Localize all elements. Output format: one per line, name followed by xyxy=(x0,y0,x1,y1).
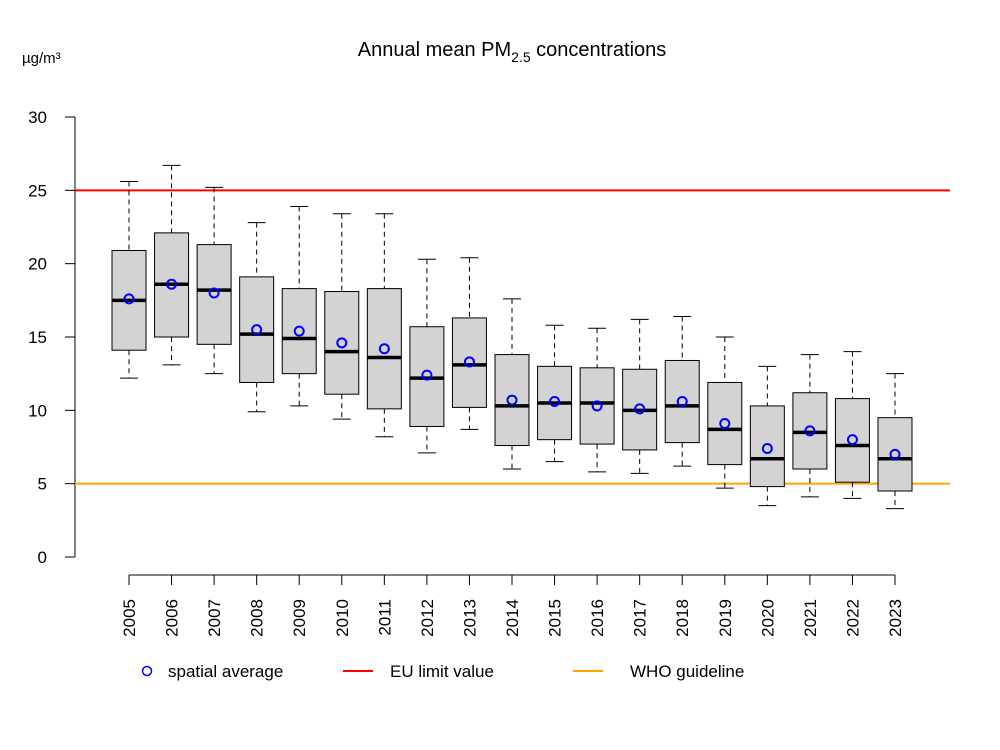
x-tick-label: 2005 xyxy=(120,599,139,637)
box-2021 xyxy=(792,354,828,498)
x-tick-label: 2014 xyxy=(503,599,522,637)
box-iqr xyxy=(451,317,487,408)
spatial-average-point xyxy=(761,442,773,454)
y-tick-label: 25 xyxy=(28,181,47,200)
y-tick-label: 20 xyxy=(28,255,47,274)
box-iqr xyxy=(366,288,402,410)
spatial-average-point xyxy=(591,400,603,412)
box-iqr xyxy=(239,276,275,383)
x-tick-label: 2016 xyxy=(588,599,607,637)
spatial-average-point xyxy=(719,418,731,430)
box-2009 xyxy=(281,205,317,407)
box-2015 xyxy=(537,324,573,463)
x-tick-label: 2015 xyxy=(546,599,565,637)
box-2020 xyxy=(749,365,785,507)
x-tick-label: 2021 xyxy=(801,599,820,637)
box-2018 xyxy=(664,315,700,467)
y-axis: 0 5 10 15 20 25 30 xyxy=(28,108,76,567)
box-2006 xyxy=(154,164,190,366)
spatial-average-point xyxy=(123,293,135,305)
box-iqr xyxy=(834,398,870,483)
spatial-average-point xyxy=(889,448,901,460)
box-2016 xyxy=(579,327,615,473)
y-axis-unit-label: µg/m³ xyxy=(22,50,61,67)
box-iqr xyxy=(494,354,530,447)
box-iqr xyxy=(281,288,317,375)
box-2022 xyxy=(834,351,870,499)
y-tick-label: 5 xyxy=(38,475,47,494)
box-iqr xyxy=(579,367,615,445)
legend-spatial-average-label: spatial average xyxy=(168,662,283,681)
x-tick-label: 2010 xyxy=(333,599,352,637)
x-tick-label: 2019 xyxy=(716,599,735,637)
x-tick-label: 2011 xyxy=(375,599,394,636)
spatial-average-point xyxy=(804,425,816,437)
spatial-average-point xyxy=(634,403,646,415)
legend-who-guideline-label: WHO guideline xyxy=(630,662,744,681)
box-2013 xyxy=(451,257,487,430)
spatial-average-point xyxy=(166,278,178,290)
x-tick-label: 2018 xyxy=(673,599,692,637)
legend-eu-limit-value-label: EU limit value xyxy=(390,662,494,681)
x-tick-label: 2009 xyxy=(290,599,309,637)
reference-lines xyxy=(75,189,950,485)
x-axis: 2005 2006 2007 2008 2009 2010 2011 2012 2013 2014… xyxy=(120,574,905,637)
x-tick-label: 2012 xyxy=(418,599,437,637)
box-iqr xyxy=(877,417,913,492)
x-tick-label: 2017 xyxy=(631,599,650,637)
box-2023 xyxy=(877,373,913,510)
box-iqr xyxy=(749,405,785,488)
spatial-average-point xyxy=(251,324,263,336)
box-2010 xyxy=(324,213,360,420)
x-tick-label: 2013 xyxy=(460,599,479,637)
x-tick-label: 2006 xyxy=(163,599,182,637)
box-2019 xyxy=(707,336,743,489)
boxes xyxy=(111,164,913,510)
legend: spatial average EU limit value WHO guideli… xyxy=(141,662,744,681)
spatial-average-point xyxy=(293,325,305,337)
x-tick-label: 2020 xyxy=(758,599,777,637)
y-tick-label: 0 xyxy=(38,548,47,567)
x-tick-label: 2008 xyxy=(248,599,267,637)
box-iqr xyxy=(664,359,700,444)
box-2011 xyxy=(366,213,402,438)
y-tick-label: 15 xyxy=(28,328,47,347)
box-iqr xyxy=(196,244,232,345)
spatial-average-point xyxy=(506,394,518,406)
spatial-average-point xyxy=(549,396,561,408)
chart-title: Annual mean PM2.5 concentrations xyxy=(358,39,667,65)
spatial-average-point xyxy=(676,396,688,408)
box-2014 xyxy=(494,298,530,470)
x-tick-label: 2007 xyxy=(205,599,224,637)
x-tick-label: 2022 xyxy=(843,599,862,637)
box-2008 xyxy=(239,222,275,413)
y-tick-label: 30 xyxy=(28,108,47,127)
spatial-average-point xyxy=(336,337,348,349)
spatial-average-point xyxy=(463,356,475,368)
y-tick-label: 10 xyxy=(28,401,47,420)
spatial-average-point xyxy=(378,343,390,355)
x-tick-label: 2023 xyxy=(886,599,905,637)
spatial-average-point xyxy=(421,369,433,381)
legend-spatial-average-marker xyxy=(141,665,153,677)
box-2017 xyxy=(622,318,658,474)
box-iqr xyxy=(707,381,743,466)
box-2012 xyxy=(409,258,445,454)
spatial-average-point xyxy=(208,287,220,299)
spatial-average-point xyxy=(846,434,858,446)
box-iqr xyxy=(324,291,360,395)
box-2007 xyxy=(196,186,232,375)
box-2005 xyxy=(111,181,147,379)
